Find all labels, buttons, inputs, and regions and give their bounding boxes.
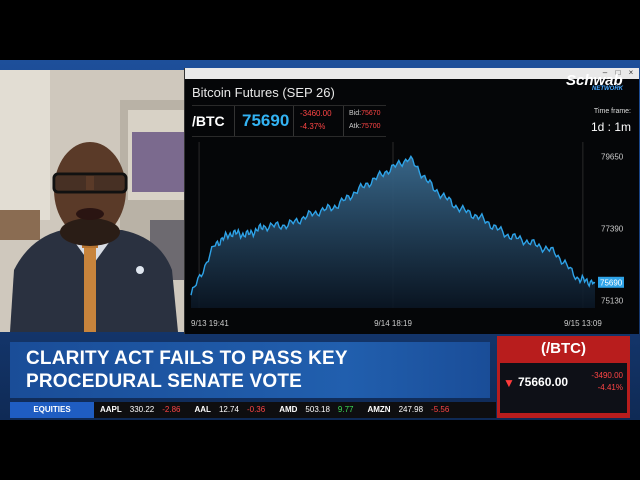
- quote-change: -3490.00: [591, 371, 623, 380]
- last-price-marker: [598, 276, 624, 288]
- x-tick-label: 9/14 18:19: [374, 319, 412, 328]
- bid-row: Bid:75670: [349, 110, 381, 117]
- ticker-change: -2.86: [162, 405, 181, 414]
- ask-value: 75700: [361, 123, 381, 130]
- ticker-section-label: EQUITIES: [10, 402, 94, 418]
- ticker-symbol: AAL: [194, 405, 211, 414]
- quote-detail: ▼ 75660.00 -3490.00 -4.41%: [500, 363, 627, 413]
- headline-line-2: PROCEDURAL SENATE VOTE: [26, 371, 303, 392]
- last-price-label: 75690: [600, 278, 623, 287]
- y-tick-label: 75130: [601, 297, 624, 306]
- window-titlebar: – □ ×: [185, 68, 639, 79]
- minimize-icon[interactable]: –: [602, 68, 608, 77]
- symbol-label: /BTC: [192, 113, 225, 129]
- ticker-item: AAPL 330.22 -2.86: [100, 405, 180, 414]
- ticker-bar: EQUITIES AAPL 330.22 -2.86 AAL 12.74 -0.36 AMD…: [10, 402, 496, 418]
- timeframe-selector[interactable]: 1d : 1m: [590, 120, 631, 134]
- ticker-price: 503.18: [305, 405, 330, 414]
- bid-value: 75670: [361, 110, 381, 117]
- chart-window: – □ × Bitcoin Futures (SEP 26) /BTC 7569…: [184, 68, 639, 334]
- bid-label: Bid:: [349, 110, 362, 117]
- network-logo-sub: NETWORK: [592, 86, 623, 92]
- change-percent: -4.37%: [300, 122, 326, 131]
- maximize-icon[interactable]: □: [615, 68, 621, 77]
- price-area: [191, 156, 595, 308]
- y-tick-label: 77390: [601, 225, 624, 234]
- ticker-price: 247.98: [398, 405, 424, 414]
- ask-label: Atk:: [349, 123, 362, 130]
- price-line: [190, 155, 596, 296]
- change-value: -3460.00: [300, 109, 332, 118]
- ticker-price: 12.74: [218, 405, 239, 414]
- chart-title: Bitcoin Futures (SEP 26): [192, 85, 335, 100]
- ticker-symbol: AMZN: [367, 405, 391, 414]
- ticker-symbol: AMD: [279, 405, 298, 414]
- ticker-item: AMZN 247.98 -5.56: [367, 405, 449, 414]
- quote-strip: /BTC 75690 -3460.00 -4.37% Bid:75670 Atk…: [192, 105, 386, 137]
- y-tick-label: 79650: [601, 152, 624, 161]
- ticker-change: 9.77: [337, 405, 354, 414]
- presenter-video: [0, 70, 184, 332]
- ticker-symbol: AAPL: [100, 405, 122, 414]
- headline-banner: CLARITY ACT FAILS TO PASS KEY PROCEDURAL…: [10, 342, 490, 398]
- close-icon[interactable]: ×: [628, 68, 634, 77]
- ticker-change: -5.56: [431, 405, 450, 414]
- ticker-change: -0.36: [246, 405, 266, 414]
- ask-row: Atk:75700: [349, 123, 381, 130]
- x-tick-label: 9/15 13:09: [564, 319, 602, 328]
- quote-change-percent: -4.41%: [597, 383, 623, 392]
- ticker-item: AAL 12.74 -0.36: [194, 405, 265, 414]
- price-chart: 79650 77390 75130 9/13 19:41 9/14 18:19 9/15…: [190, 142, 624, 328]
- timeframe-label: Time frame:: [593, 108, 631, 115]
- ticker-items: AAPL 330.22 -2.86 AAL 12.74 -0.36 AMD 503.18 9.7…: [100, 402, 463, 418]
- headline-line-1: CLARITY ACT FAILS TO PASS KEY: [26, 348, 348, 369]
- presenter-image: [0, 70, 184, 332]
- quote-price: 75660.00: [518, 375, 569, 389]
- last-price: 75690: [242, 111, 290, 130]
- down-arrow-icon: ▼: [503, 376, 515, 390]
- network-logo: Schwab: [566, 72, 623, 89]
- x-tick-label: 9/13 19:41: [191, 319, 229, 328]
- ticker-item: AMD 503.18 9.77: [279, 405, 353, 414]
- ticker-price: 330.22: [129, 405, 155, 414]
- quote-symbol: (/BTC): [541, 340, 586, 357]
- symbol-quote-box: (/BTC) ▼ 75660.00 -3490.00 -4.41%: [497, 336, 630, 418]
